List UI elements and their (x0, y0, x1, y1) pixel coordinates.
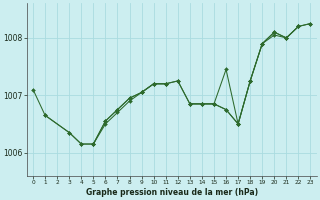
X-axis label: Graphe pression niveau de la mer (hPa): Graphe pression niveau de la mer (hPa) (86, 188, 258, 197)
